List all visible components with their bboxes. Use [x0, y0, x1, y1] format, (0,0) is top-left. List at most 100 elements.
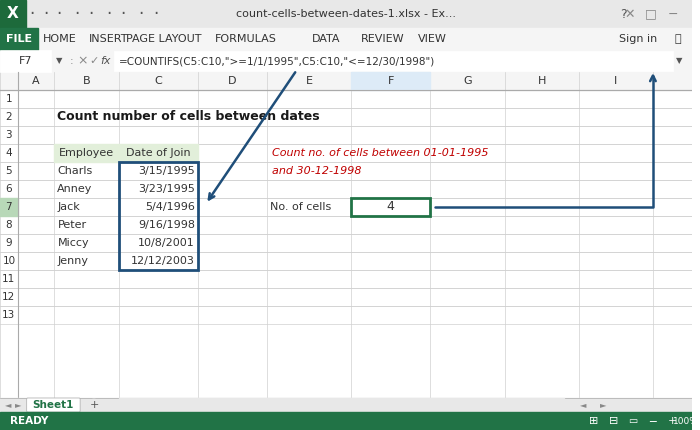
Bar — [119, 398, 564, 412]
Text: H: H — [538, 76, 546, 86]
Text: HOME: HOME — [43, 34, 76, 44]
Text: 11: 11 — [2, 274, 15, 284]
Text: 13: 13 — [2, 310, 15, 320]
Text: ·: · — [154, 5, 159, 23]
Text: ·: · — [57, 5, 62, 23]
Text: Miccy: Miccy — [57, 238, 89, 248]
Text: 3/15/1995: 3/15/1995 — [138, 166, 195, 176]
Text: Count no. of cells between 01-01-1995: Count no. of cells between 01-01-1995 — [272, 148, 489, 158]
Text: ►: ► — [15, 400, 21, 409]
Bar — [0, 412, 692, 430]
Text: −: − — [668, 7, 678, 21]
Text: ▼: ▼ — [56, 56, 62, 65]
Text: INSERT: INSERT — [89, 34, 129, 44]
Text: X: X — [7, 6, 19, 22]
Text: ×: × — [77, 55, 88, 68]
Text: 5: 5 — [6, 166, 12, 176]
Text: Count number of cells between dates: Count number of cells between dates — [57, 111, 320, 123]
Text: 10/8/2001: 10/8/2001 — [138, 238, 195, 248]
Text: REVIEW: REVIEW — [361, 34, 405, 44]
Text: No. of cells: No. of cells — [270, 202, 331, 212]
Text: 12/12/2003: 12/12/2003 — [131, 256, 195, 266]
Text: 9/16/1998: 9/16/1998 — [138, 220, 195, 230]
Text: ·: · — [106, 5, 111, 23]
Text: 100%: 100% — [673, 417, 699, 426]
Text: D: D — [228, 76, 237, 86]
Text: VIEW: VIEW — [418, 34, 447, 44]
Text: Peter: Peter — [57, 220, 87, 230]
Bar — [0, 28, 38, 50]
Text: 5/4/1996: 5/4/1996 — [145, 202, 195, 212]
Text: ◄: ◄ — [5, 400, 11, 409]
Text: +: + — [668, 416, 678, 426]
Text: Anney: Anney — [57, 184, 93, 194]
Text: ▭: ▭ — [629, 416, 638, 426]
Text: 🔍: 🔍 — [674, 34, 681, 44]
Text: A: A — [32, 76, 40, 86]
Text: ?: ? — [620, 7, 626, 21]
Bar — [0, 0, 692, 28]
Text: ·: · — [120, 5, 125, 23]
Text: ·: · — [74, 5, 80, 23]
Text: ·: · — [43, 5, 48, 23]
Text: Charls: Charls — [57, 166, 92, 176]
Text: 10: 10 — [2, 256, 15, 266]
Text: 6: 6 — [6, 184, 12, 194]
Bar — [0, 50, 51, 72]
Text: count-cells-between-dates-1.xlsx - Ex...: count-cells-between-dates-1.xlsx - Ex... — [236, 9, 456, 19]
Text: ⊟: ⊟ — [609, 416, 618, 426]
Text: ►: ► — [600, 400, 607, 409]
Bar — [0, 198, 18, 216]
Text: G: G — [463, 76, 472, 86]
Bar — [351, 198, 430, 216]
Text: +: + — [90, 400, 99, 410]
Text: PAGE LAYOUT: PAGE LAYOUT — [127, 34, 202, 44]
Text: Jack: Jack — [57, 202, 80, 212]
Text: fx: fx — [101, 56, 111, 66]
Text: ✓: ✓ — [90, 56, 99, 66]
Text: DATA: DATA — [312, 34, 341, 44]
Text: ✕: ✕ — [624, 7, 634, 21]
Text: FILE: FILE — [6, 34, 32, 44]
Text: Date of Join: Date of Join — [126, 148, 190, 158]
Text: READY: READY — [10, 416, 48, 426]
Text: 3/23/1995: 3/23/1995 — [138, 184, 195, 194]
Text: FORMULAS: FORMULAS — [214, 34, 276, 44]
Text: ─: ─ — [650, 416, 657, 426]
Bar — [0, 28, 692, 50]
Text: :: : — [69, 56, 73, 66]
Text: Employee: Employee — [59, 148, 114, 158]
Text: 7: 7 — [6, 202, 12, 212]
Text: Jenny: Jenny — [57, 256, 88, 266]
Text: B: B — [83, 76, 90, 86]
Text: F7: F7 — [19, 56, 32, 66]
Text: 4: 4 — [6, 148, 12, 158]
Bar — [351, 72, 430, 90]
Text: 2: 2 — [6, 112, 12, 122]
Bar — [0, 398, 692, 412]
Text: Sheet1: Sheet1 — [33, 400, 74, 410]
Bar — [0, 0, 26, 28]
Text: =COUNTIFS(C5:C10,">=1/1/1995",C5:C10,"<=12/30/1998"): =COUNTIFS(C5:C10,">=1/1/1995",C5:C10,"<=… — [119, 56, 435, 66]
Text: 8: 8 — [6, 220, 12, 230]
Bar — [119, 162, 198, 270]
Circle shape — [88, 399, 100, 411]
FancyBboxPatch shape — [27, 398, 80, 412]
Text: □: □ — [645, 7, 657, 21]
Text: Sign in: Sign in — [619, 34, 657, 44]
Text: C: C — [155, 76, 162, 86]
Text: ▼: ▼ — [676, 56, 683, 65]
Text: ⊞: ⊞ — [589, 416, 598, 426]
Text: ·: · — [88, 5, 94, 23]
Bar — [55, 144, 198, 162]
Text: ·: · — [138, 5, 143, 23]
Text: 3: 3 — [6, 130, 12, 140]
Text: 1: 1 — [6, 94, 12, 104]
Text: ·: · — [29, 5, 34, 23]
Text: E: E — [306, 76, 313, 86]
Bar — [0, 72, 692, 90]
Bar — [114, 51, 673, 71]
Text: 9: 9 — [6, 238, 12, 248]
Text: 12: 12 — [2, 292, 15, 302]
Text: and 30-12-1998: and 30-12-1998 — [272, 166, 361, 176]
